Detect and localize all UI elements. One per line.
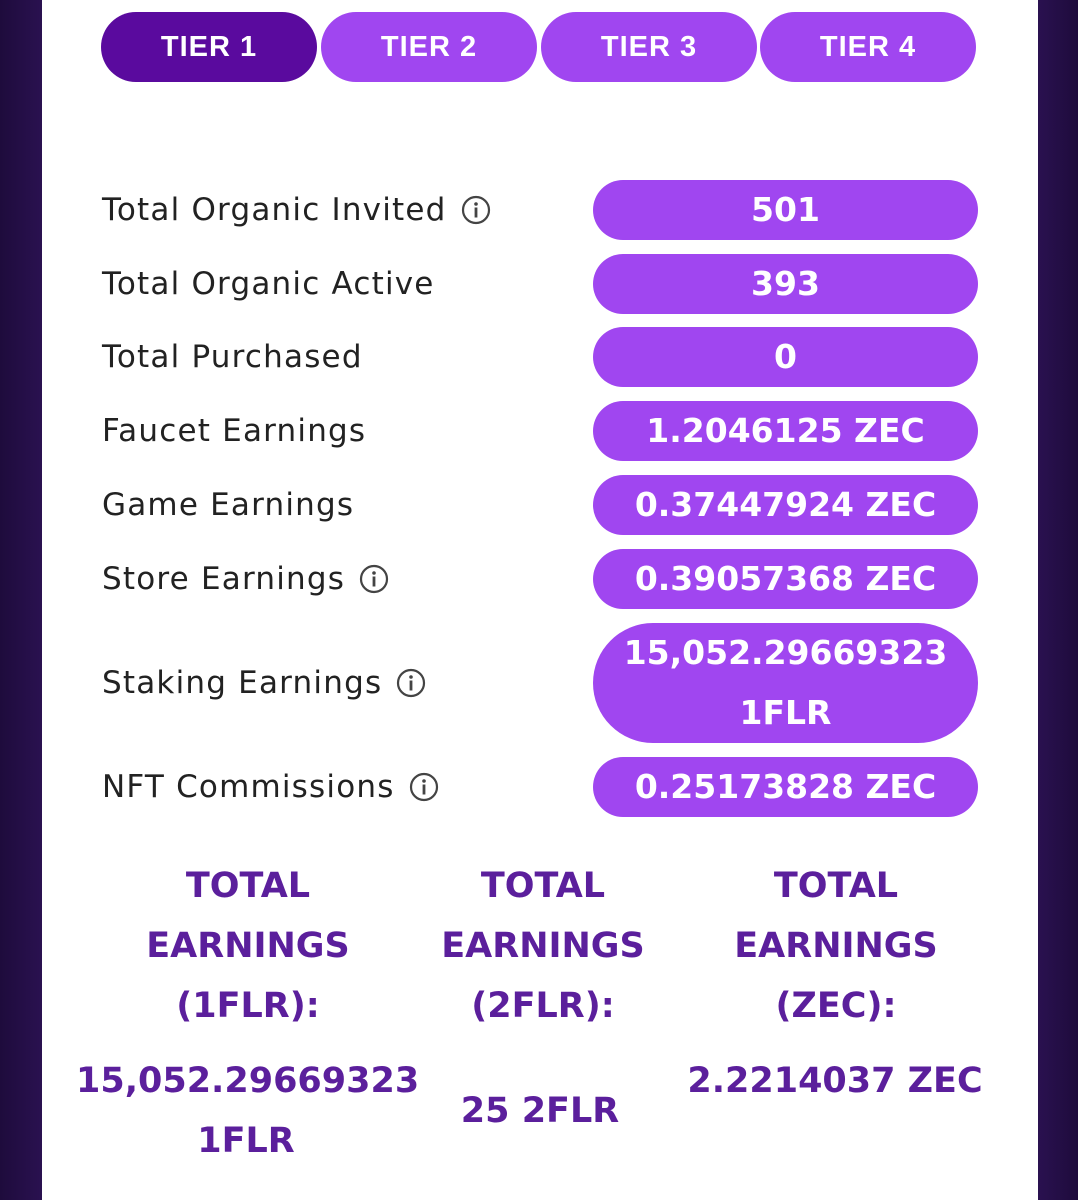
info-icon[interactable] <box>359 564 389 594</box>
stat-value: 501 <box>593 180 978 240</box>
total-value: 15,052.29669323 1FLR <box>76 1061 420 1161</box>
stat-label-row: Store Earnings <box>102 549 389 609</box>
stat-value: 0.39057368 ZEC <box>593 549 978 609</box>
stat-label-row: Staking Earnings <box>102 623 426 743</box>
tier-tab[interactable]: TIER 2 <box>321 12 537 82</box>
stat-value: 1.2046125 ZEC <box>593 401 978 461</box>
stat-label: Staking Earnings <box>102 665 383 701</box>
total-label: TOTAL EARNINGS (ZEC): <box>734 866 938 1026</box>
stat-label: Faucet Earnings <box>102 413 367 449</box>
tier-tab[interactable]: TIER 4 <box>760 12 976 82</box>
tier-tab[interactable]: TIER 3 <box>541 12 757 82</box>
stat-value: 0.37447924 ZEC <box>593 475 978 535</box>
stat-label: Total Purchased <box>102 339 363 375</box>
stat-label: Game Earnings <box>102 487 355 523</box>
stat-value: 15,052.29669323 1FLR <box>593 623 978 743</box>
total-label: TOTAL EARNINGS (2FLR): <box>441 866 645 1026</box>
tier-tab[interactable]: TIER 1 <box>101 12 317 82</box>
stat-value: 393 <box>593 254 978 314</box>
stat-label: NFT Commissions <box>102 769 395 805</box>
total-label: TOTAL EARNINGS (1FLR): <box>146 866 350 1026</box>
stat-value: 0.25173828 ZEC <box>593 757 978 817</box>
total-value: 2.2214037 ZEC <box>687 1061 983 1101</box>
stat-label: Store Earnings <box>102 561 346 597</box>
info-icon[interactable] <box>409 772 439 802</box>
info-icon[interactable] <box>396 668 426 698</box>
stat-label-row: NFT Commissions <box>102 757 439 817</box>
stat-label-row: Total Organic Invited <box>102 180 491 240</box>
stat-label: Total Organic Active <box>102 266 435 302</box>
info-icon[interactable] <box>461 195 491 225</box>
total-value: 25 2FLR <box>460 1091 620 1131</box>
stat-label: Total Organic Invited <box>102 192 447 228</box>
stat-value: 0 <box>593 327 978 387</box>
